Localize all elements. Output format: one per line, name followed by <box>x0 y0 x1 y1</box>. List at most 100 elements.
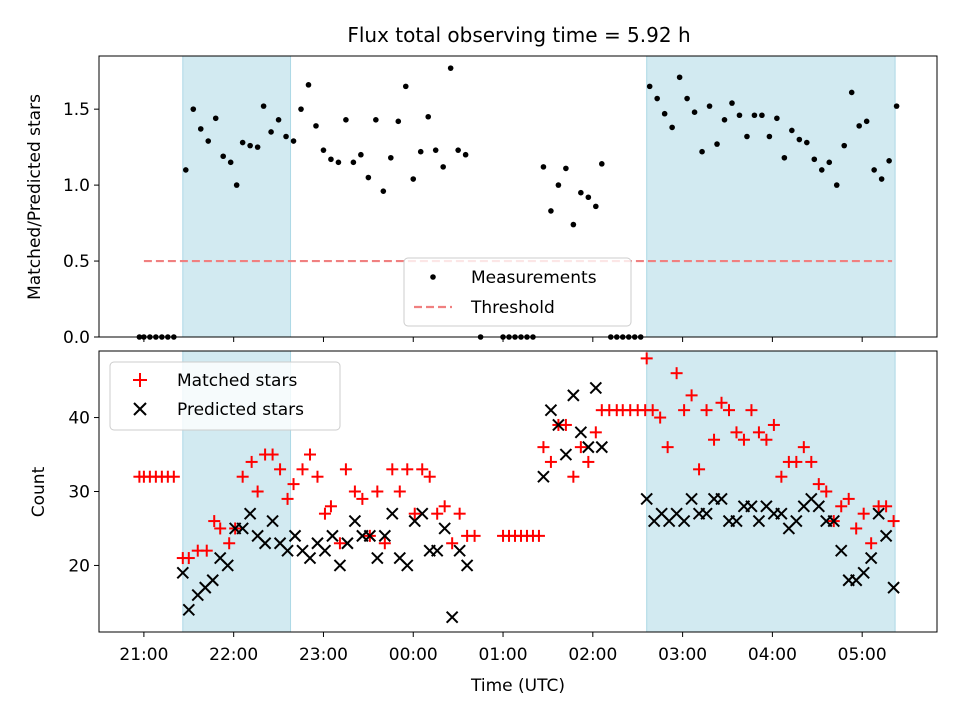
predicted-star-point <box>589 381 603 395</box>
matched-star-point <box>700 404 713 417</box>
predicted-star-point <box>438 522 451 535</box>
predicted-star-point <box>827 514 840 528</box>
predicted-star-point <box>371 551 384 565</box>
matched-star-point <box>214 522 227 535</box>
measurement-point <box>736 112 743 119</box>
predicted-star-point <box>790 514 803 528</box>
measurement-point <box>781 154 788 161</box>
measurement-point <box>729 100 735 106</box>
matched-star-point <box>850 522 863 535</box>
measurement-point <box>313 123 319 129</box>
matched-star-point <box>880 500 893 513</box>
matched-star-point <box>208 515 221 528</box>
predicted-star-point <box>537 470 550 483</box>
matched-star-point <box>296 463 309 476</box>
matched-star-point <box>767 418 780 431</box>
measurement-point <box>751 112 758 119</box>
matched-star-point <box>287 478 300 491</box>
measurement-point <box>440 164 446 170</box>
measurement-point <box>684 95 690 102</box>
measurement-point <box>789 127 795 134</box>
measurement-point <box>410 176 417 182</box>
matched-star-point <box>820 485 833 498</box>
matched-star-point <box>670 367 683 380</box>
predicted-star-point <box>401 559 414 572</box>
matched-star-point <box>708 433 721 446</box>
matched-star-point <box>236 470 249 483</box>
measurement-point <box>593 203 599 210</box>
bottom-ylabel: Count <box>29 466 49 517</box>
measurement-point <box>759 112 765 119</box>
matched-star-point <box>339 463 352 476</box>
matched-star-point <box>661 441 674 454</box>
measurement-point <box>268 129 274 135</box>
matched-star-point <box>333 537 346 550</box>
measurement-point <box>402 83 409 90</box>
predicted-star-point <box>567 389 580 402</box>
predicted-star-point <box>430 544 444 557</box>
predicted-star-point <box>640 492 653 506</box>
top-ytick-label: 0.0 <box>63 328 90 348</box>
measurement-point <box>646 83 653 90</box>
measurement-point <box>774 115 780 122</box>
matched-star-point <box>678 404 691 417</box>
matched-star-point <box>408 507 421 520</box>
xtick-label: 04:00 <box>748 645 797 665</box>
bottom-ytick-label: 40 <box>68 409 90 429</box>
measurement-point <box>699 148 705 155</box>
predicted-star-point <box>303 551 317 565</box>
predicted-star-point <box>574 426 588 439</box>
matched-star-point <box>371 485 384 498</box>
predicted-star-point <box>318 544 332 557</box>
measurement-point <box>358 151 364 158</box>
measurement-point <box>365 174 372 181</box>
matched-star-point <box>857 507 870 520</box>
matched-star-point <box>378 537 391 550</box>
measurement-point <box>220 153 227 160</box>
predicted-star-point <box>685 492 698 506</box>
legend-dot-marker <box>430 274 436 280</box>
matched-star-point <box>167 470 180 483</box>
matched-star-point <box>324 500 337 513</box>
xtick-label: 03:00 <box>658 645 707 665</box>
predicted-star-point <box>258 537 272 550</box>
matched-star-point <box>245 455 258 468</box>
matched-star-point <box>393 485 406 498</box>
predicted-star-point <box>700 507 713 520</box>
measurement-point <box>766 133 773 140</box>
top-legend-box <box>403 257 632 327</box>
count-panel: 20 30 40 21:00 22:00 23:00 00:00 01:00 02:00 03:0… <box>29 350 938 696</box>
measurement-point <box>254 144 261 150</box>
matched-star-point <box>223 537 236 550</box>
matched-star-point <box>532 529 545 542</box>
measurement-point <box>283 133 289 140</box>
measurement-point <box>260 103 267 109</box>
matched-star-point <box>790 455 803 468</box>
bottom-legend-box <box>109 361 341 431</box>
legend-x-marker <box>133 402 147 416</box>
matched-star-point <box>730 426 743 439</box>
measurement-point <box>878 176 885 182</box>
matched-star-point <box>311 470 324 483</box>
xtick-label: 21:00 <box>119 645 168 665</box>
measurement-point <box>863 118 870 125</box>
measurement-point <box>350 159 357 166</box>
matched-star-point <box>468 529 481 542</box>
measurement-point <box>811 156 818 163</box>
measurement-point <box>661 110 668 117</box>
measurement-point <box>227 159 234 166</box>
predicted-star-point <box>752 514 766 528</box>
predicted-star-point <box>559 448 573 461</box>
matched-star-point <box>537 441 550 454</box>
top-shaded-interval-1 <box>182 55 292 338</box>
matched-star-point <box>752 426 765 439</box>
matched-star-point <box>356 492 369 505</box>
count-points <box>133 352 900 624</box>
legend-plus-marker <box>133 373 147 387</box>
predicted-star-point <box>775 507 788 520</box>
legend-label-predicted: Predicted stars <box>177 400 304 420</box>
matched-star-point <box>559 418 572 431</box>
measurement-point <box>570 221 577 228</box>
predicted-star-point <box>745 500 758 513</box>
measurement-point <box>548 208 554 214</box>
